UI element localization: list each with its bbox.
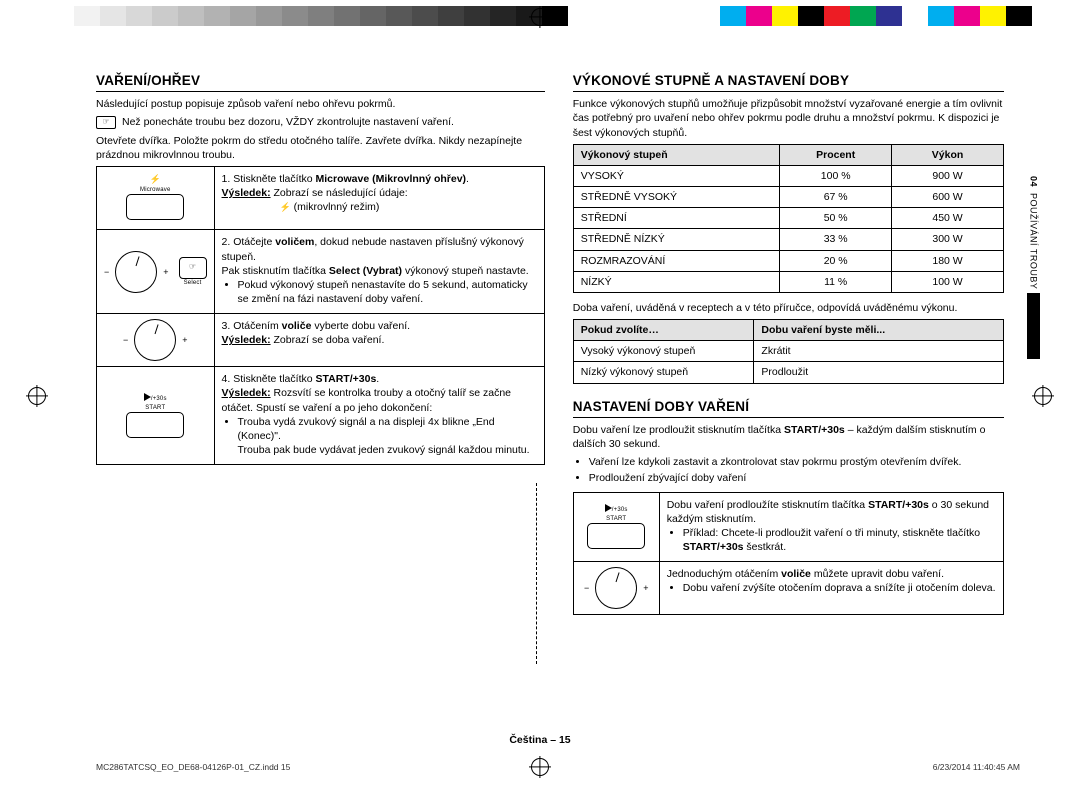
table-cell: 300 W xyxy=(892,229,1004,250)
th-should: Dobu vaření byste měli... xyxy=(754,320,1004,341)
intro-text: Následující postup popisuje způsob vařen… xyxy=(96,97,545,111)
dial-icon xyxy=(134,319,176,361)
start-button-graphic xyxy=(126,412,184,438)
microwave-icon: ⚡ xyxy=(150,174,161,184)
table-cell: 180 W xyxy=(892,250,1004,271)
step1-icon-cell: ⚡ Microwave xyxy=(97,166,215,229)
table-cell: 11 % xyxy=(780,271,892,292)
set-time-intro: Dobu vaření lze prodloužit stisknutím tl… xyxy=(573,423,1004,451)
list-item: Vaření lze kdykoli zastavit a zkontrolov… xyxy=(589,455,1004,469)
table-cell: 100 W xyxy=(892,271,1004,292)
registration-mark-icon xyxy=(531,8,549,26)
table-cell: 33 % xyxy=(780,229,892,250)
extend-step2-text: Jednoduchým otáčením voliče můžete uprav… xyxy=(659,562,1003,615)
step1-text: 1. Stiskněte tlačítko Microwave (Mikrovl… xyxy=(214,166,544,229)
heading-power-levels: VÝKONOVÉ STUPNĚ A NASTAVENÍ DOBY xyxy=(573,72,1004,92)
table-cell: STŘEDNÍ xyxy=(573,208,780,229)
table-cell: 900 W xyxy=(892,165,1004,186)
extend-step1-text: Dobu vaření prodloužíte stisknutím tlačí… xyxy=(659,492,1003,562)
power-intro: Funkce výkonových stupňů umožňuje přizpů… xyxy=(573,97,1004,140)
para-open-door: Otevřete dvířka. Položte pokrm do středu… xyxy=(96,134,545,162)
steps-table: ⚡ Microwave 1. Stiskněte tlačítko Microw… xyxy=(96,166,545,465)
th-if: Pokud zvolíte… xyxy=(573,320,754,341)
table-cell: 450 W xyxy=(892,208,1004,229)
step3-icon-cell: −+ xyxy=(97,314,215,367)
extend-step1-icon: /+30s START xyxy=(573,492,659,562)
adjust-time-table: Pokud zvolíte… Dobu vaření byste měli...… xyxy=(573,319,1004,384)
dial-icon xyxy=(595,567,637,609)
list-item: Prodloužení zbývající doby vaření xyxy=(589,471,1004,485)
caution-icon: ☞ xyxy=(96,116,116,129)
extend-time-table: /+30s START Dobu vaření prodloužíte stis… xyxy=(573,492,1004,616)
heading-set-time: NASTAVENÍ DOBY VAŘENÍ xyxy=(573,398,1004,418)
table-cell: 20 % xyxy=(780,250,892,271)
step3-text: 3. Otáčením voliče vyberte dobu vaření. … xyxy=(214,314,544,367)
table-cell: STŘEDNĚ VYSOKÝ xyxy=(573,187,780,208)
step4-text: 4. Stiskněte tlačítko START/+30s. Výsled… xyxy=(214,367,544,465)
th-percent: Procent xyxy=(780,144,892,165)
th-level: Výkonový stupeň xyxy=(573,144,780,165)
power-levels-table: Výkonový stupeň Procent Výkon VYSOKÝ100 … xyxy=(573,144,1004,293)
table-cell: 600 W xyxy=(892,187,1004,208)
footer-timestamp: 6/23/2014 11:40:45 AM xyxy=(933,762,1020,772)
left-column: VAŘENÍ/OHŘEV Následující postup popisuje… xyxy=(96,72,545,752)
dial-icon xyxy=(115,251,157,293)
start-icon xyxy=(144,393,151,401)
note-text: Než ponecháte troubu bez dozoru, VŽDY zk… xyxy=(122,115,454,129)
side-chapter-tab: 04 POUŽÍVÁNÍ TROUBY xyxy=(1027,176,1040,359)
select-button-graphic: ☞ xyxy=(179,257,207,279)
step2-icon-cell: − + ☞ Select xyxy=(97,230,215,314)
table-cell: STŘEDNĚ NÍZKÝ xyxy=(573,229,780,250)
power-note: Doba vaření, uváděná v receptech a v tét… xyxy=(573,301,1004,315)
right-column: VÝKONOVÉ STUPNĚ A NASTAVENÍ DOBY Funkce … xyxy=(573,72,1022,752)
registration-mark-icon xyxy=(28,387,46,405)
page-number: Čeština – 15 xyxy=(509,734,570,746)
table-cell: 100 % xyxy=(780,165,892,186)
table-cell: 50 % xyxy=(780,208,892,229)
table-cell: Zkrátit xyxy=(754,341,1004,362)
table-cell: ROZMRAZOVÁNÍ xyxy=(573,250,780,271)
registration-mark-icon xyxy=(1034,387,1052,405)
registration-mark-icon xyxy=(531,758,549,776)
step4-icon-cell: /+30s START xyxy=(97,367,215,465)
step2-text: 2. Otáčejte voličem, dokud nebude nastav… xyxy=(214,230,544,314)
footer-filename: MC286TATCSQ_EO_DE68-04126P-01_CZ.indd 15 xyxy=(96,762,290,772)
th-power: Výkon xyxy=(892,144,1004,165)
microwave-button-graphic xyxy=(126,194,184,220)
table-cell: VYSOKÝ xyxy=(573,165,780,186)
table-cell: Vysoký výkonový stupeň xyxy=(573,341,754,362)
start-icon xyxy=(605,504,612,512)
extend-step2-icon: −+ xyxy=(573,562,659,615)
table-cell: Prodloužit xyxy=(754,362,1004,383)
heading-cooking: VAŘENÍ/OHŘEV xyxy=(96,72,545,92)
table-cell: 67 % xyxy=(780,187,892,208)
center-dash-line xyxy=(536,483,537,664)
table-cell: NÍZKÝ xyxy=(573,271,780,292)
table-cell: Nízký výkonový stupeň xyxy=(573,362,754,383)
